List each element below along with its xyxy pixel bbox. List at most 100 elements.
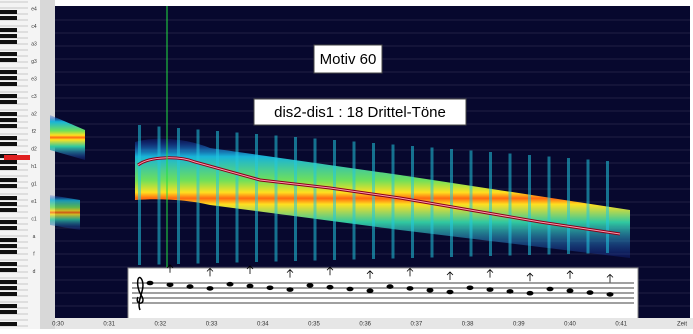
pitch-arrow [406,267,414,277]
note [166,282,174,288]
black-key [0,58,17,62]
spectral-band [135,138,630,258]
black-key [0,196,17,200]
onset-stripe [196,129,200,264]
note [506,289,514,294]
time-axis [55,318,693,329]
time-label: 0:37 [411,322,423,328]
note [206,286,214,291]
spectral-band [50,195,80,230]
key-label: h1 [31,164,37,170]
onset-stripe [489,152,492,256]
black-key [0,322,17,326]
black-key [0,292,17,296]
black-key [0,184,17,188]
note [286,287,294,292]
onset-stripe [177,128,180,264]
onset-stripe [528,155,531,255]
motif-box [313,44,383,74]
time-label: 0:30 [52,322,64,328]
onset-stripe [255,134,258,262]
onset-stripe [313,138,317,261]
interval-label: dis2-dis1 : 18 Drittel-Töne [274,104,446,121]
black-key [0,160,17,164]
note [466,285,474,291]
time-label: 0:33 [206,322,218,328]
pitch-arrow [206,267,214,277]
black-key [0,118,17,122]
key-label: a2 [31,111,37,117]
note [426,287,434,293]
pitch-arrow [286,269,294,278]
pitch-arrow [326,266,334,276]
note [606,292,614,297]
staff [132,264,634,304]
time-axis-labels: 0:30 0:31 0:32 0:33 0:34 0:35 0:36 0:37 0:38 0:39… [52,322,687,328]
black-key [0,304,17,308]
onset-stripe [372,143,375,259]
key-label: c1 [31,216,37,222]
note [446,289,454,295]
note [486,287,494,292]
onset-stripe [508,153,512,256]
onset-stripe [547,156,551,255]
black-key [0,262,17,266]
onset-stripe [567,158,570,254]
time-label: 0:40 [564,322,576,328]
note [266,285,274,291]
black-key [0,226,17,230]
black-key [0,136,17,140]
key-label: a3 [31,41,37,47]
note [346,286,354,292]
pitch-arrow [166,264,174,273]
key-label: a [33,234,36,240]
onset-stripe [411,146,414,258]
pitch-arrow [606,273,614,283]
black-key [0,202,17,206]
motif-label: Motiv 60 [320,51,377,68]
black-key [0,52,17,56]
treble-clef [136,276,144,311]
black-key [0,16,17,20]
black-key [0,268,17,272]
note [566,288,574,294]
time-label: 0:35 [308,322,320,328]
onset-stripe [333,140,336,260]
onset-stripe [157,126,161,265]
key-label: f [33,251,35,257]
key-label: g3 [31,59,37,65]
key-label: e4 [31,6,37,12]
pitch-trace [137,157,621,235]
black-key [0,34,17,38]
black-key [0,76,17,80]
note [586,290,594,295]
spectral-band [50,115,85,160]
time-label: 0:36 [359,322,371,328]
key-label: e3 [31,76,37,82]
note [406,286,414,291]
time-unit: Zeit [677,322,687,328]
black-key [0,82,17,86]
onset-stripe [138,125,141,265]
black-key [0,112,17,116]
pitch-arrow [366,270,374,279]
pitch-arrow [526,272,534,282]
key-label: e1 [31,199,37,205]
onset-stripe [450,149,453,257]
black-key [0,208,17,212]
note [366,288,374,294]
onset-stripe [235,132,239,263]
onset-stripes [138,125,609,265]
time-label: 0:34 [257,322,269,328]
time-label: 0:41 [615,322,627,328]
onset-stripe [274,135,278,262]
note [326,284,334,290]
active-key [4,155,30,160]
black-key [0,286,17,290]
onset-stripe [391,144,395,259]
black-key [0,142,17,146]
note [226,281,234,287]
key-label: c3 [31,94,37,100]
onset-stripe [352,141,356,260]
